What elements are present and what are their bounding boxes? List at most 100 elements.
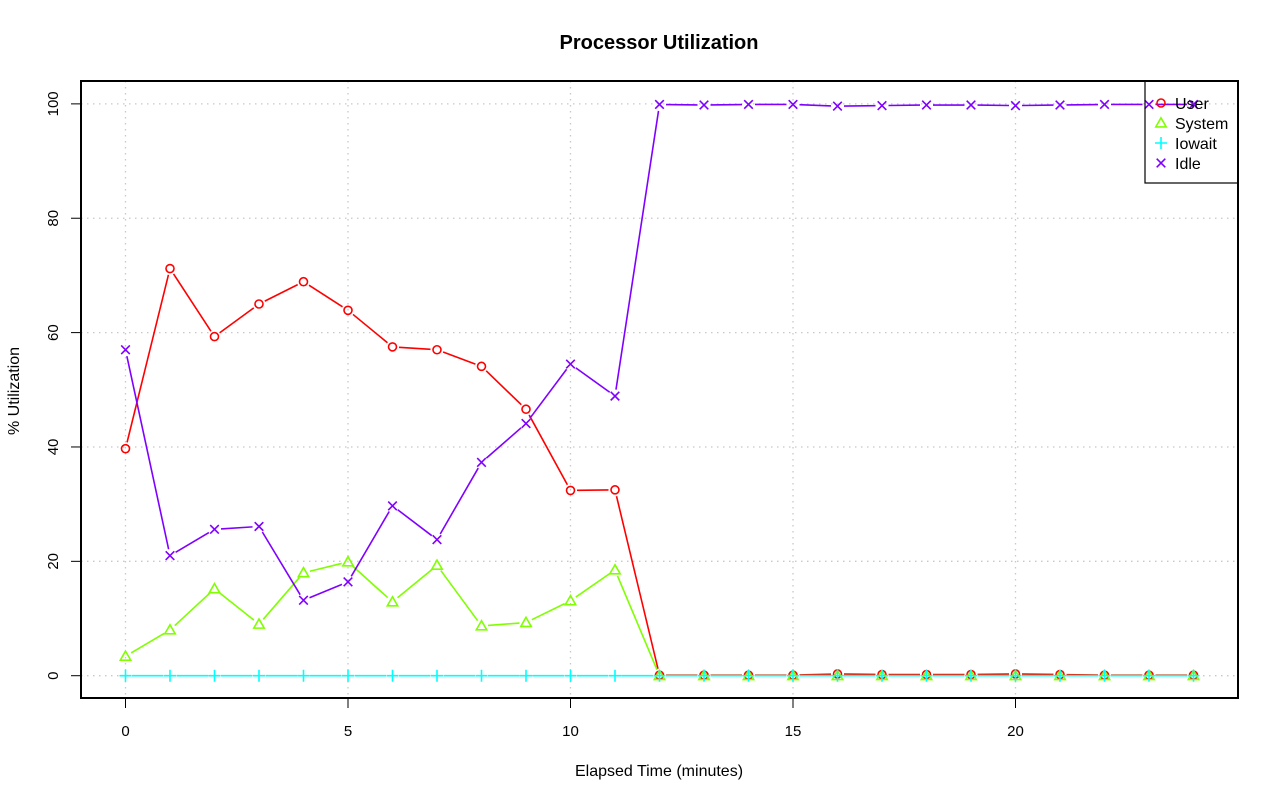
series-system-point-0: [118, 649, 133, 661]
series-system-segment-4: [309, 562, 342, 573]
series-system-point-1: [163, 623, 177, 635]
series-user-point-11: [610, 485, 620, 495]
legend-marker-iowait: [1155, 137, 1167, 149]
series-idle-segment-0: [126, 355, 170, 550]
y-tick-label-5: 100: [45, 91, 62, 116]
series-user-point-1: [165, 263, 175, 274]
series-user-segment-15: [799, 673, 832, 676]
chart-title: Processor Utilization: [560, 32, 759, 54]
series-system-segment-0: [130, 632, 165, 654]
series-iowait-point-8: [475, 669, 488, 682]
series-system-point-4: [296, 565, 311, 578]
x-tick-label-3: 15: [785, 723, 802, 740]
series-user-point-4: [298, 276, 309, 287]
series-idle-point-10: [565, 359, 576, 369]
series-user-segment-2: [219, 307, 255, 334]
series-idle-segment-7: [439, 467, 479, 535]
series-user-point-9: [521, 404, 531, 415]
series-system-segment-2: [219, 592, 255, 621]
legend-marker-idle: [1156, 158, 1166, 168]
series-idle-segment-1: [175, 531, 210, 553]
series-idle-point-5: [343, 577, 353, 587]
series-iowait-point-12: [653, 669, 666, 682]
series-idle-segment-5: [350, 511, 390, 577]
series-iowait-point-20: [1009, 669, 1022, 682]
x-tick-label-4: 20: [1007, 723, 1024, 740]
series-idle-point-3: [254, 521, 264, 532]
series-idle-point-18: [921, 100, 932, 110]
series-system-point-11: [608, 563, 622, 575]
legend-label-system: System: [1175, 116, 1228, 133]
series-idle: [120, 99, 1199, 606]
series-system-point-2: [207, 581, 222, 594]
series-idle-segment-6: [397, 509, 433, 537]
legend-marker-system: [1154, 116, 1168, 128]
series-user-segment-6: [398, 346, 431, 351]
series-system-segment-5: [352, 565, 389, 599]
series-idle-segment-9: [529, 368, 568, 419]
series-user-segment-1: [172, 273, 212, 332]
series-user-point-5: [343, 305, 353, 316]
series-user-segment-9: [528, 414, 569, 486]
y-tick-label-0: 0: [45, 672, 62, 680]
legend-label-idle: Idle: [1175, 156, 1201, 173]
series-iowait-point-23: [1143, 669, 1155, 682]
series-system-segment-7: [440, 570, 479, 622]
series-system-segment-9: [531, 602, 566, 621]
series-iowait-point-7: [431, 669, 443, 682]
legend-marker-user: [1156, 98, 1166, 108]
y-axis-label: % Utilization: [6, 347, 23, 435]
y-tick-label-3: 60: [45, 324, 62, 341]
series-system-point-8: [474, 619, 489, 631]
series-iowait-point-13: [698, 669, 710, 682]
legend-item-system: System: [1154, 116, 1228, 133]
series-user-point-6: [387, 342, 398, 352]
x-axis-label: Elapsed Time (minutes): [575, 763, 743, 780]
series-idle-point-2: [209, 524, 220, 535]
series-idle-segment-15: [799, 103, 832, 107]
series-iowait-point-5: [342, 669, 354, 682]
legend-item-idle: Idle: [1156, 156, 1201, 173]
series-system-point-10: [563, 593, 578, 606]
series-user-segment-4: [308, 284, 343, 308]
series-user-segment-11: [615, 495, 659, 669]
series-user-point-2: [209, 331, 220, 342]
series-iowait-point-0: [119, 669, 132, 682]
legend-item-user: User: [1156, 96, 1209, 113]
series-system-segment-10: [575, 572, 611, 598]
series-iowait-point-14: [742, 669, 755, 682]
series-idle-point-14: [743, 99, 754, 110]
series-iowait-point-6: [386, 669, 399, 682]
series-idle-point-9: [521, 418, 531, 429]
series-idle-segment-2: [220, 526, 253, 530]
series-idle-point-0: [120, 344, 131, 355]
legend-label-user: User: [1175, 96, 1209, 113]
series-user-point-0: [120, 443, 131, 454]
x-tick-label-2: 10: [562, 723, 579, 740]
series-system-segment-1: [174, 592, 211, 627]
series-system-segment-11: [616, 575, 658, 671]
series-user-segment-7: [442, 351, 476, 365]
series-idle-segment-10: [575, 367, 611, 393]
series-system-point-3: [252, 617, 266, 629]
series-iowait-point-1: [164, 669, 176, 682]
series-system-point-6: [385, 595, 400, 607]
series-user-segment-3: [264, 283, 299, 302]
series-iowait-point-2: [208, 669, 221, 682]
series-iowait-point-3: [253, 669, 265, 682]
series-system-point-7: [430, 558, 444, 571]
series-idle-point-16: [832, 101, 843, 112]
series-idle-point-12: [654, 99, 665, 110]
series-idle-segment-3: [261, 531, 301, 596]
series-idle-point-23: [1144, 99, 1154, 110]
series-idle-point-1: [165, 550, 175, 561]
series-system-point-5: [341, 555, 355, 567]
series-user-point-10: [565, 485, 576, 496]
series-idle-point-17: [877, 100, 887, 111]
series-idle-segment-8: [485, 427, 522, 459]
series-iowait-point-11: [609, 669, 621, 682]
series-iowait-point-16: [831, 669, 844, 682]
series-iowait-point-18: [920, 669, 933, 682]
series-user-point-3: [254, 299, 264, 309]
